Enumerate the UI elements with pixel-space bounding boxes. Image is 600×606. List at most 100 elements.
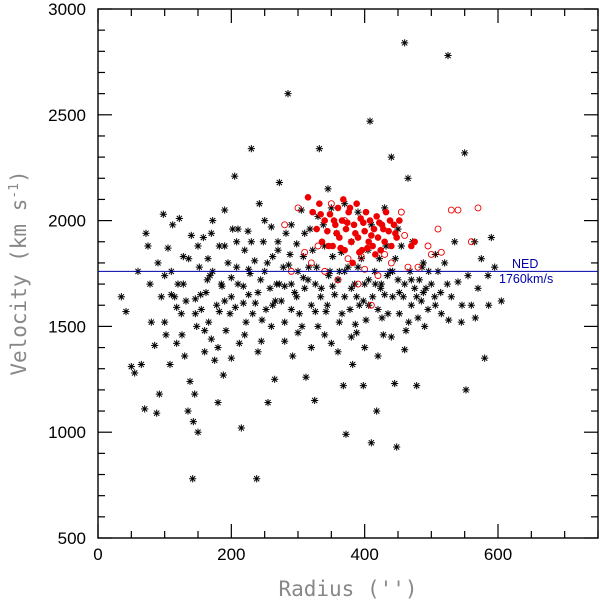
asterisk-point	[391, 379, 399, 388]
y-axis-title-close: )	[7, 170, 31, 183]
asterisk-point	[383, 272, 391, 280]
asterisk-point	[287, 305, 295, 314]
asterisk-point	[313, 263, 321, 271]
asterisk-point	[162, 331, 170, 339]
asterisk-point	[211, 356, 219, 364]
asterisk-point	[157, 293, 165, 301]
asterisk-point	[321, 331, 329, 339]
asterisk-point	[401, 280, 409, 288]
asterisk-point	[239, 299, 247, 307]
asterisk-point	[395, 288, 403, 297]
asterisk-point	[194, 242, 202, 250]
asterisk-point	[317, 284, 325, 292]
asterisk-point	[201, 327, 209, 335]
asterisk-point	[269, 252, 277, 261]
open-circle-point	[447, 206, 455, 214]
asterisk-point	[447, 293, 455, 301]
asterisk-point	[221, 242, 229, 250]
asterisk-point	[177, 310, 185, 318]
open-circle-point	[307, 259, 315, 267]
asterisk-point	[354, 208, 362, 216]
asterisk-point	[306, 225, 314, 233]
asterisk-point	[471, 314, 479, 322]
asterisk-point	[351, 320, 359, 328]
filled-circle-point	[390, 221, 398, 229]
asterisk-point	[247, 238, 255, 246]
asterisk-point	[329, 252, 337, 261]
asterisk-point	[411, 284, 419, 292]
asterisk-point	[164, 244, 172, 252]
asterisk-point	[251, 299, 259, 307]
asterisk-point	[454, 278, 462, 286]
asterisk-point	[234, 280, 242, 288]
asterisk-point	[279, 263, 287, 271]
open-circle-point	[381, 251, 389, 258]
asterisk-point	[402, 327, 410, 335]
asterisk-point	[367, 439, 375, 447]
asterisk-point	[161, 318, 169, 326]
data-points	[117, 39, 505, 483]
filled-circle-point	[362, 208, 370, 216]
filled-circle-point	[370, 225, 378, 233]
filled-circle-point	[385, 227, 392, 235]
y-tick-label: 1500	[48, 317, 86, 336]
filled-circle-point	[361, 227, 368, 235]
asterisk-point	[487, 233, 495, 242]
asterisk-point	[347, 333, 355, 341]
asterisk-point	[497, 297, 505, 305]
x-tick-label: 600	[484, 545, 512, 564]
filled-circle-point	[340, 196, 347, 203]
asterisk-point	[338, 310, 346, 318]
asterisk-point	[122, 307, 130, 316]
y-axis-title-main: Velocity (km s	[7, 199, 31, 376]
asterisk-point	[214, 398, 222, 407]
asterisk-point	[231, 303, 239, 311]
asterisk-point	[182, 297, 190, 305]
filled-circle-point	[304, 194, 312, 201]
asterisk-point	[214, 343, 222, 352]
filled-circle-point	[392, 229, 399, 237]
asterisk-point	[302, 373, 310, 381]
asterisk-point	[202, 288, 210, 297]
filled-circle-point	[334, 204, 342, 212]
y-tick-label: 3000	[48, 0, 86, 19]
asterisk-point	[137, 360, 145, 369]
asterisk-point	[231, 172, 239, 180]
asterisk-point	[384, 310, 392, 318]
asterisk-point	[462, 386, 470, 394]
asterisk-point	[405, 318, 413, 326]
filled-circle-point	[350, 221, 358, 229]
open-circle-point	[437, 248, 445, 256]
open-circle-point	[374, 272, 382, 280]
asterisk-point	[477, 255, 485, 263]
asterisk-point	[284, 90, 292, 98]
asterisk-point	[167, 291, 175, 299]
asterisk-point	[186, 377, 194, 386]
ned-velocity-label: 1760km/s	[499, 272, 553, 286]
asterisk-point	[281, 282, 289, 290]
filled-circle-point	[333, 229, 340, 237]
asterisk-point	[184, 407, 192, 415]
asterisk-point	[199, 233, 207, 242]
asterisk-point	[191, 390, 199, 398]
asterisk-point	[221, 206, 229, 214]
filled-circle-point	[353, 200, 360, 207]
asterisk-point	[311, 396, 319, 405]
asterisk-point	[207, 335, 215, 343]
asterisk-point	[222, 327, 230, 335]
asterisk-point	[215, 307, 223, 316]
open-circle-point	[294, 204, 302, 212]
asterisk-point	[293, 240, 301, 248]
asterisk-point	[379, 331, 387, 339]
filled-circle-point	[326, 210, 334, 218]
asterisk-point	[233, 263, 241, 271]
axis-ticks	[97, 8, 599, 539]
x-tick-label: 200	[217, 545, 245, 564]
asterisk-point	[159, 210, 167, 218]
asterisk-point	[419, 288, 427, 297]
asterisk-point	[155, 390, 163, 398]
filled-circle-point	[324, 227, 331, 235]
filled-circle-point	[376, 219, 383, 227]
asterisk-point	[286, 250, 294, 259]
